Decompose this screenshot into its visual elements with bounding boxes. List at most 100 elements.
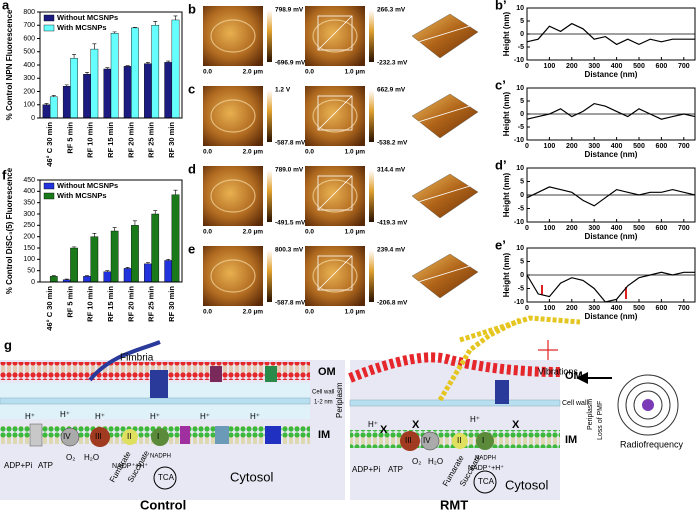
afm-feature: [210, 259, 256, 293]
plot-frame: [526, 7, 696, 61]
colorbar: [369, 250, 374, 302]
y-tick-label: 0: [31, 115, 35, 122]
error-bar: [153, 210, 158, 214]
afm-image: [305, 6, 365, 66]
error-bar: [125, 266, 130, 269]
y-axis-label: Height (nm): [502, 91, 511, 136]
plot-frame: [526, 247, 696, 303]
error-bar: [173, 15, 178, 20]
legend-label: With MCSNPs: [57, 23, 107, 32]
o2-label: O₂: [412, 457, 421, 466]
y-tick-label: 5: [520, 178, 524, 185]
x-tick-label: 400: [611, 63, 623, 70]
error-bar: [125, 65, 130, 67]
bar: [49, 96, 58, 119]
x-tick-label: RF 30 min: [167, 286, 176, 322]
bar: [110, 33, 119, 119]
x-tick-label: 100: [544, 63, 556, 70]
scale-end: 1.0 µm: [345, 149, 366, 156]
tca-cycle: [473, 470, 497, 494]
panel-label: f: [2, 167, 7, 182]
y-tick-label: 150: [23, 245, 35, 252]
y-tick-label: 200: [23, 234, 35, 241]
legend-swatch: [43, 14, 55, 22]
colorbar-min: -419.3 mV: [377, 220, 408, 227]
tca-cycle: [153, 466, 177, 490]
error-bar: [153, 20, 158, 26]
cell-wall: [0, 397, 311, 405]
y-tick-label: 0: [520, 192, 524, 199]
afm-3d: [411, 13, 479, 59]
cytosol-label: Cytosol: [505, 477, 548, 492]
x-tick-label: RF 10 min: [86, 122, 95, 158]
scan-line: [417, 25, 471, 43]
panel-label: a: [2, 0, 10, 12]
afm-feature: [312, 19, 358, 53]
proton: H⁺: [200, 412, 210, 421]
afm-image: [305, 246, 365, 306]
afm-image: [203, 86, 263, 146]
transporter: [265, 426, 281, 444]
error-bar: [132, 26, 137, 28]
legend-label: Without MCSNPs: [57, 13, 118, 22]
complex: [420, 431, 440, 451]
legend-swatch: [43, 192, 55, 200]
colorbar-max: 1.2 V: [275, 87, 291, 94]
scale-start: 0.0: [305, 69, 314, 76]
bar: [123, 66, 132, 119]
h2o-label: H₂O: [84, 453, 99, 462]
scan-line: [317, 95, 353, 131]
scan-box: [317, 95, 353, 131]
rf-source: [617, 374, 679, 436]
x-tick-label: RF 20 min: [126, 286, 135, 322]
bar: [49, 276, 58, 283]
x-tick-label: 100: [544, 225, 556, 232]
complex-label: I: [482, 436, 484, 445]
x-tick-label: RF 25 min: [147, 286, 156, 322]
adp-label: ADP+Pi: [352, 465, 380, 474]
x-tick-label: 0: [525, 143, 529, 150]
x-tick-label: 200: [566, 143, 578, 150]
x-axis-label: Distance (nm): [585, 232, 638, 241]
x-tick-label: 0: [525, 225, 529, 232]
bar: [131, 225, 139, 283]
scale-end: 2.0 µm: [243, 309, 264, 316]
x-tick-label: 46° C 30 min: [45, 122, 54, 167]
legend-label: With MCSNPs: [57, 191, 107, 200]
error-bar: [145, 262, 150, 264]
scale-end: 2.0 µm: [243, 69, 264, 76]
y-tick-label: 350: [23, 200, 35, 207]
scan-line: [317, 255, 353, 291]
error-bar: [92, 232, 97, 237]
colorbar-max: 800.3 mV: [275, 247, 304, 254]
porin: [265, 366, 277, 382]
scan-line: [417, 185, 471, 203]
error-bar: [72, 246, 77, 248]
profile-line: [526, 186, 696, 207]
panel-label: b: [188, 1, 196, 16]
scale-end: 1.0 µm: [345, 229, 366, 236]
afm-image: [203, 166, 263, 226]
error-bar: [44, 103, 49, 105]
y-tick-label: -10: [514, 219, 524, 226]
cell-wall-label: Cell wall: [562, 400, 589, 407]
o2-label: O₂: [66, 453, 75, 462]
colorbar-max: 266.3 mV: [377, 7, 406, 14]
profile-line: [526, 102, 696, 120]
panel-label: c: [188, 81, 195, 96]
colorbar: [267, 10, 272, 62]
x-tick-label: 100: [544, 305, 556, 312]
legend-label: Without MCSNPs: [57, 181, 118, 190]
error-bar: [105, 67, 110, 69]
error-bar: [173, 189, 178, 195]
y-tick-label: 400: [23, 62, 35, 69]
bar: [171, 19, 180, 119]
colorbar: [267, 170, 272, 222]
colorbar-min: -696.9 mV: [275, 60, 306, 67]
tca-label: TCA: [158, 473, 175, 482]
bar: [164, 62, 173, 119]
scan-box: [317, 255, 353, 291]
colorbar-min: -538.2 mV: [377, 140, 408, 147]
bar: [70, 58, 78, 119]
legend-swatch: [43, 24, 55, 32]
